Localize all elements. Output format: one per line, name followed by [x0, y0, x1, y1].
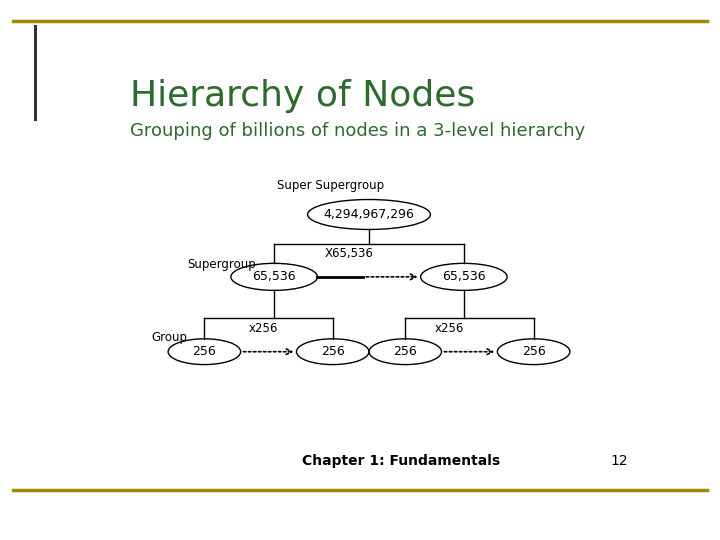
Text: 12: 12 [611, 454, 629, 468]
Text: 4,294,967,296: 4,294,967,296 [323, 208, 415, 221]
Text: 65,536: 65,536 [442, 271, 486, 284]
Text: x256: x256 [435, 322, 464, 335]
Text: 256: 256 [192, 345, 216, 358]
Text: X65,536: X65,536 [324, 247, 373, 260]
Text: 65,536: 65,536 [252, 271, 296, 284]
Text: Chapter 1: Fundamentals: Chapter 1: Fundamentals [302, 454, 500, 468]
Text: Supergroup: Supergroup [188, 258, 256, 271]
Text: x256: x256 [249, 322, 279, 335]
Text: 256: 256 [522, 345, 546, 358]
Text: 256: 256 [321, 345, 345, 358]
Text: Grouping of billions of nodes in a 3-level hierarchy: Grouping of billions of nodes in a 3-lev… [130, 122, 585, 140]
Text: 256: 256 [393, 345, 417, 358]
Text: Super Supergroup: Super Supergroup [277, 179, 384, 192]
Text: Hierarchy of Nodes: Hierarchy of Nodes [130, 79, 475, 113]
Text: Group: Group [151, 330, 187, 343]
